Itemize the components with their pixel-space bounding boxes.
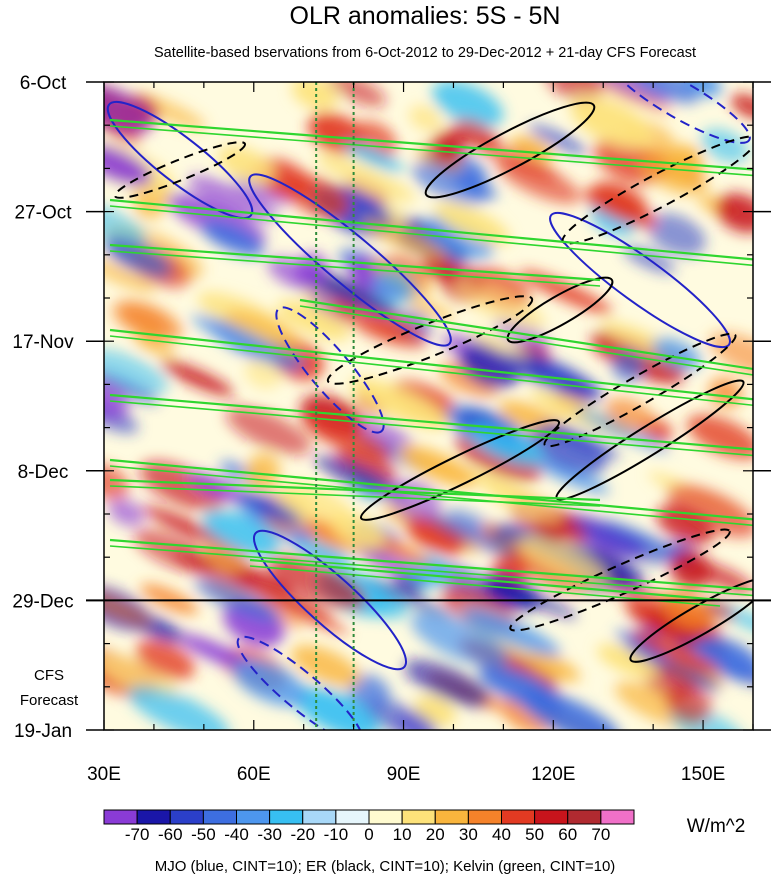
colorbar-label-8: 10 (393, 825, 412, 844)
colorbar-label-2: -50 (191, 825, 216, 844)
colorbar-label-1: -60 (158, 825, 183, 844)
contour-legend-text: MJO (blue, CINT=10); ER (black, CINT=10)… (155, 858, 616, 875)
colorbar-swatch-9 (401, 809, 436, 825)
colorbar-label-11: 40 (492, 825, 511, 844)
y-tick-label-2: 17-Nov (12, 332, 74, 353)
colorbar-swatch-12 (501, 809, 536, 825)
x-tick-label-0: 30E (87, 764, 121, 785)
chart-title: OLR anomalies: 5S - 5N (290, 2, 561, 30)
y-tick-label-1: 27-Oct (14, 203, 72, 224)
colorbar-swatch-4 (236, 809, 271, 825)
colorbar-swatch-2 (169, 809, 204, 825)
colorbar-swatch-3 (202, 809, 237, 825)
colorbar-label-9: 20 (426, 825, 445, 844)
reference-longitude-lines (315, 82, 355, 730)
plot-frame (103, 81, 754, 731)
colorbar-swatch-1 (136, 809, 171, 825)
colorbar-swatch-11 (467, 809, 502, 825)
colorbar-label-12: 50 (525, 825, 544, 844)
y-axis: 6-Oct 27-Oct 17-Nov 8-Dec 29-Dec 19-Jan (12, 73, 771, 742)
x-tick-label-2: 90E (387, 764, 421, 785)
colorbar-swatch-0 (103, 809, 138, 825)
x-axis: 30E 60E 90E 120E 150E (87, 82, 754, 785)
colorbar-label-3: -40 (224, 825, 249, 844)
colorbar: -70 -60 -50 -40 -30 -20 -10 0 10 20 30 40 50 60 70 (103, 809, 635, 844)
y-tick-label-3: 8-Dec (18, 462, 69, 483)
forecast-label-line-1: CFS (34, 667, 64, 684)
y-tick-label-5: 19-Jan (14, 721, 72, 742)
forecast-label-line-2: Forecast (20, 692, 79, 709)
colorbar-label-10: 30 (459, 825, 478, 844)
wave-filtered-contours (106, 82, 753, 730)
colorbar-unit-label: W/m^2 (687, 816, 746, 837)
colorbar-swatch-7 (335, 809, 370, 825)
chart-subtitle: Satellite-based bservations from 6-Oct-2… (154, 45, 696, 61)
colorbar-label-7: 0 (364, 825, 373, 844)
colorbar-label-13: 60 (558, 825, 577, 844)
colorbar-label-6: -10 (324, 825, 349, 844)
colorbar-label-14: 70 (591, 825, 610, 844)
x-tick-label-4: 150E (681, 764, 725, 785)
colorbar-swatch-8 (368, 809, 403, 825)
colorbar-swatch-14 (567, 809, 602, 825)
colorbar-swatch-5 (269, 809, 304, 825)
colorbar-swatch-15 (600, 809, 635, 825)
colorbar-label-5: -20 (290, 825, 315, 844)
colorbar-label-0: -70 (125, 825, 150, 844)
x-tick-label-1: 60E (237, 764, 271, 785)
y-tick-label-4: 29-Dec (12, 591, 73, 612)
colorbar-label-4: -30 (257, 825, 282, 844)
colorbar-swatch-13 (534, 809, 569, 825)
colorbar-swatch-10 (434, 809, 469, 825)
x-tick-label-3: 120E (531, 764, 575, 785)
colorbar-swatch-6 (302, 809, 337, 825)
y-tick-label-0: 6-Oct (20, 73, 67, 94)
